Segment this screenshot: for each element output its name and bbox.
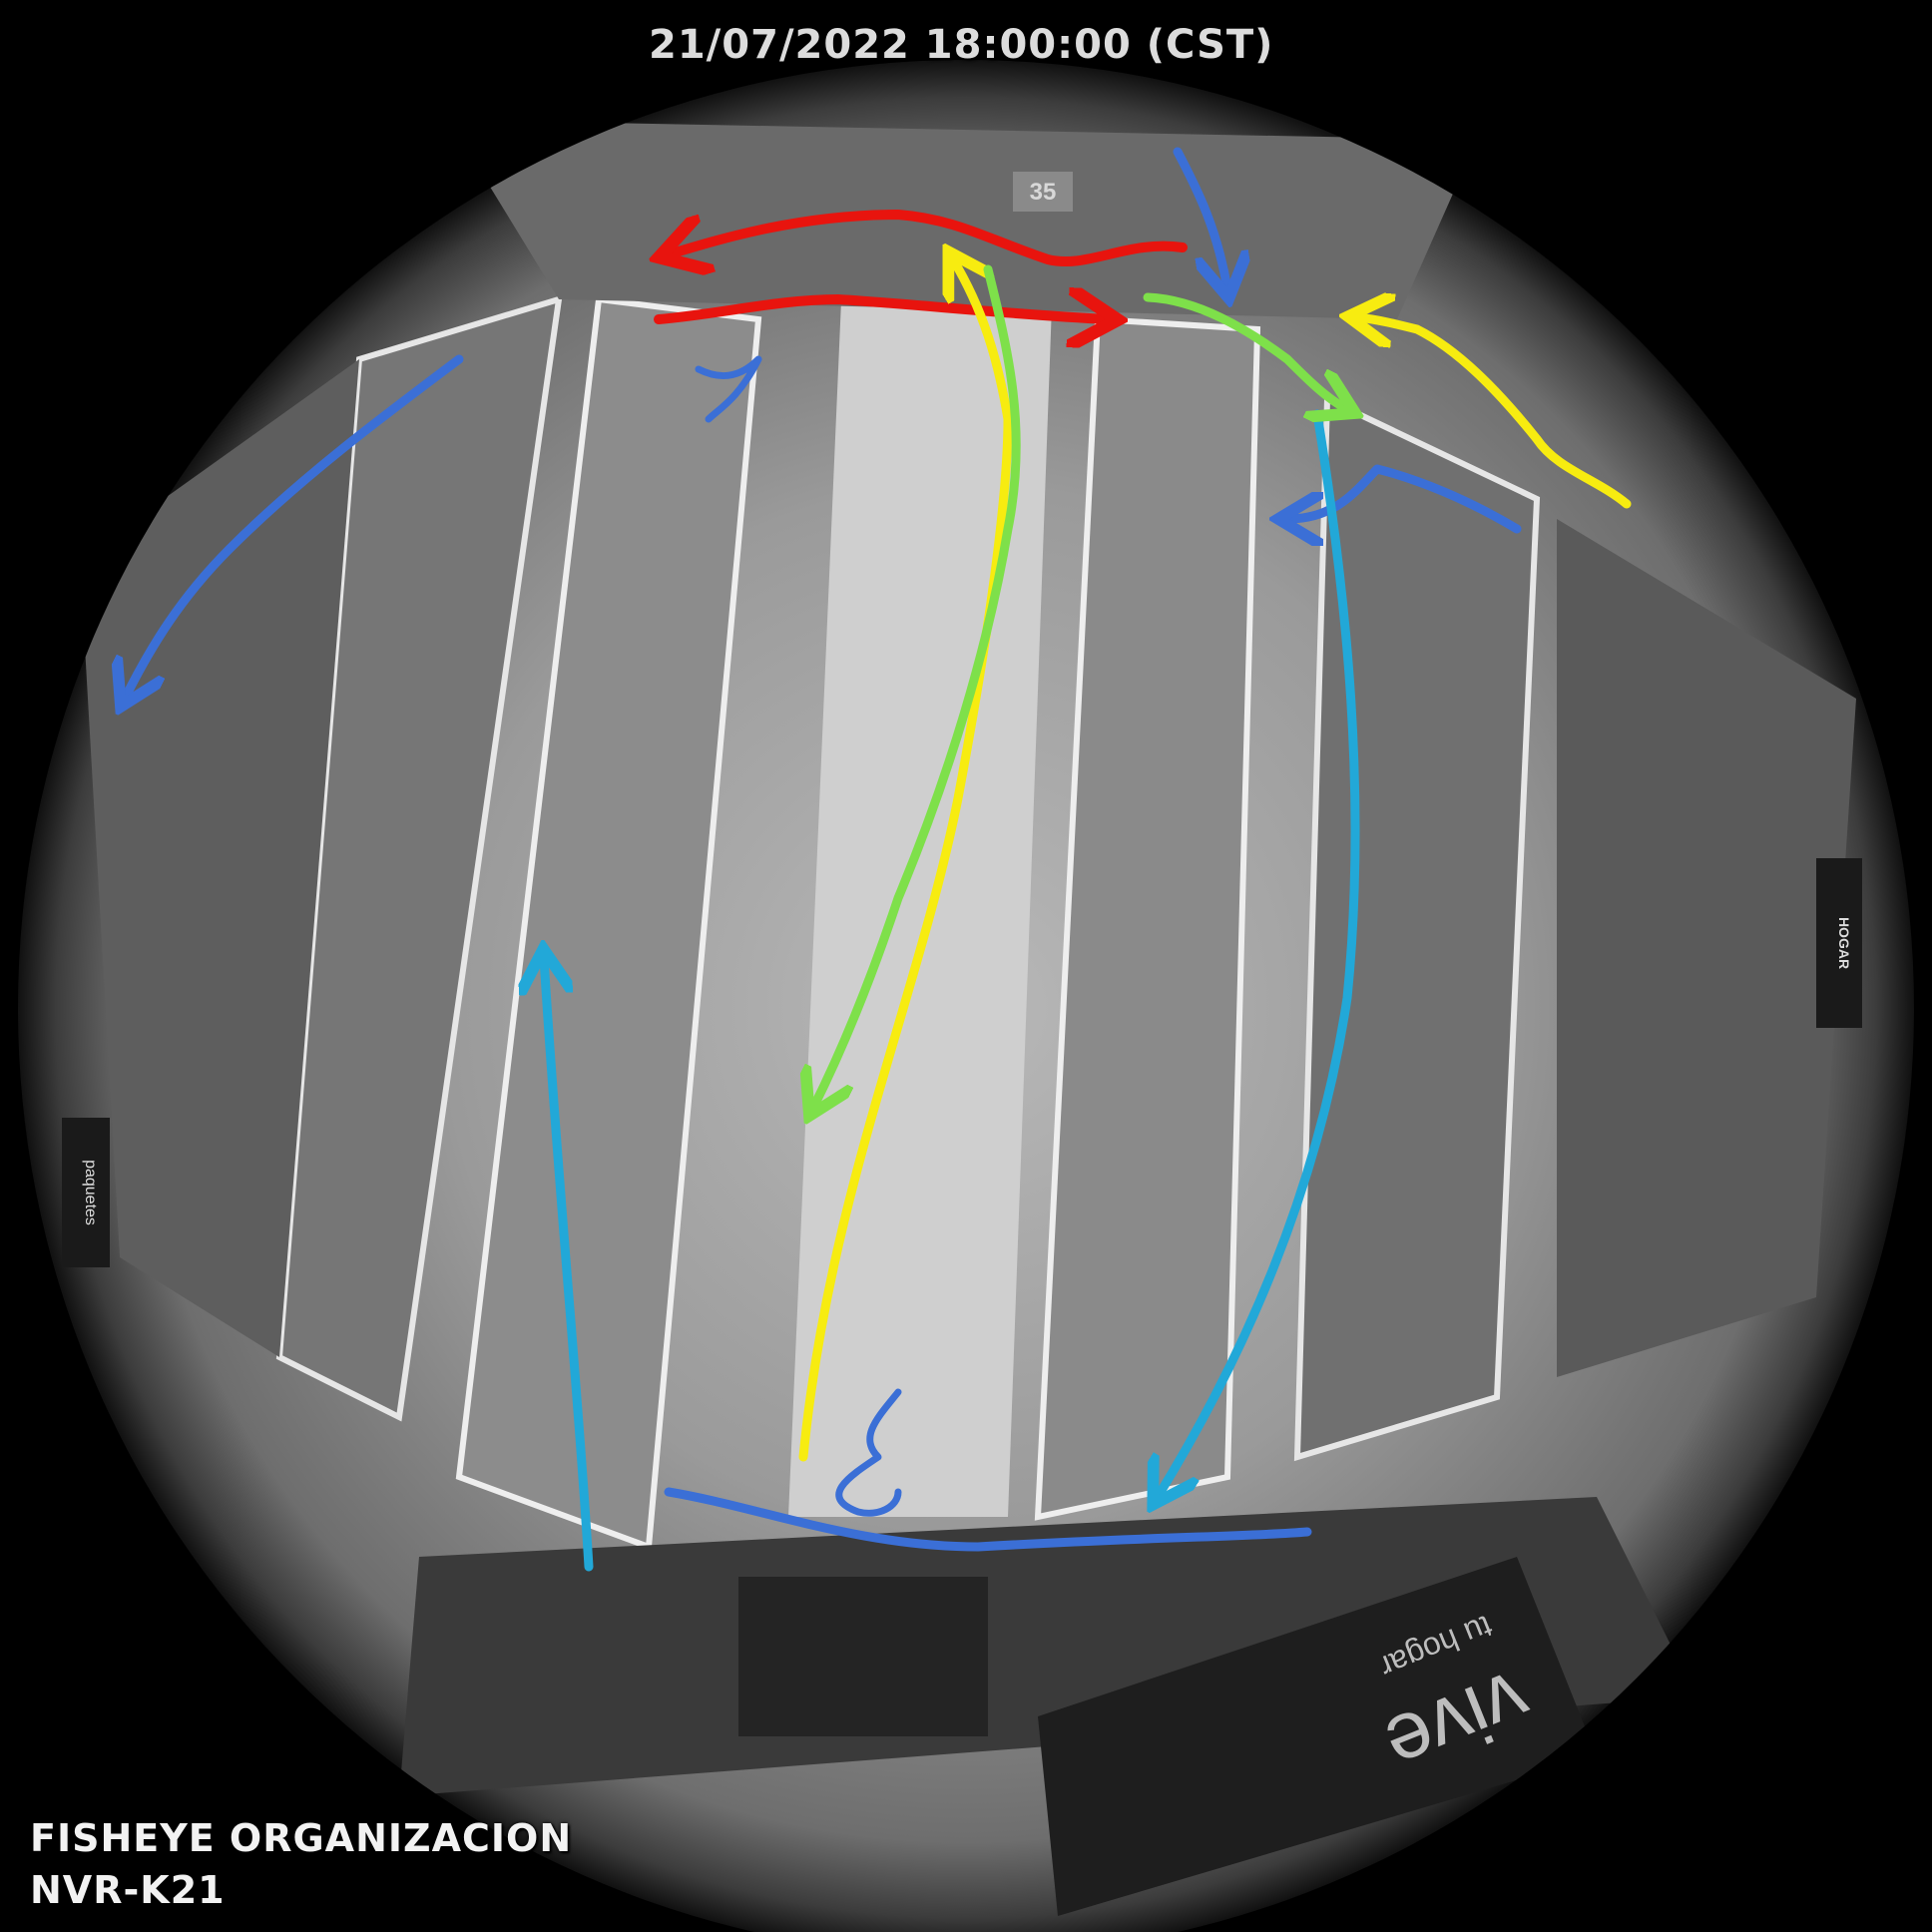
blue-scribble-upper-left [695, 355, 762, 423]
paquetes-sign [62, 1118, 110, 1267]
back-wall-shelves [449, 120, 1477, 319]
right-wall-shelves [1557, 519, 1856, 1377]
camera-id-label: NVR-K21 [30, 1868, 226, 1912]
hogar-sign-text: HOGAR [1836, 917, 1852, 969]
hogar-sign [1816, 858, 1862, 1028]
right-shelf-unit [1034, 315, 1261, 1521]
green-path-center [813, 264, 1021, 1108]
cyan-path-right [1158, 409, 1360, 1497]
blue-scribble-bottom [835, 1388, 902, 1517]
aisle-number-sign [1013, 172, 1073, 212]
floor-mat [1038, 1557, 1597, 1916]
blue-path-left-wall [125, 354, 464, 699]
camera-name-label: FISHEYE ORGANIZACION [30, 1816, 573, 1860]
left-wall-shelves [80, 359, 359, 1357]
yellow-path-center [798, 259, 1013, 1462]
yellow-path-right [1357, 317, 1632, 509]
blue-path-top-right [1173, 147, 1227, 289]
checkout-steps [738, 1577, 988, 1736]
blue-path-bottom [664, 1487, 1312, 1552]
red-path-lower [654, 299, 1108, 319]
customer-flow-annotations [125, 147, 1632, 1572]
red-path-upper [669, 210, 1188, 261]
right-shelf-unit-far [1293, 394, 1541, 1462]
cyan-path-left [544, 958, 594, 1572]
timestamp-overlay: 21/07/2022 18:00:00 (CST) [649, 22, 1274, 68]
green-path-right [1143, 292, 1347, 409]
aisle-number-text: 35 [1030, 179, 1057, 206]
paquetes-sign-text: paquetes [82, 1160, 99, 1225]
